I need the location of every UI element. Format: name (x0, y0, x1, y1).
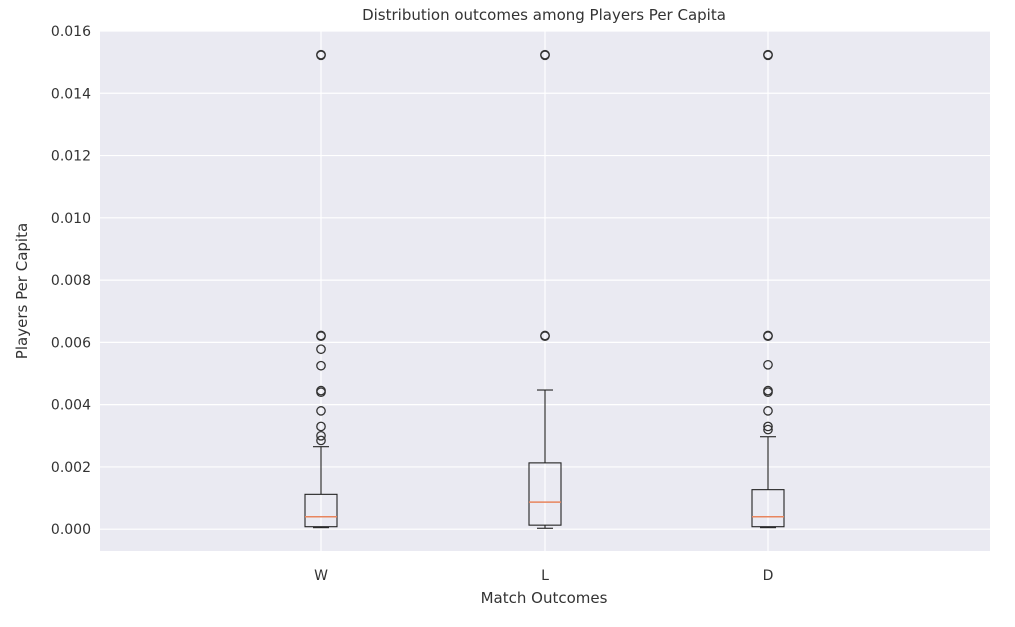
y-tick-label: 0.006 (51, 335, 91, 351)
x-axis-label: Match Outcomes (481, 589, 608, 607)
iqr-box (304, 493, 338, 528)
y-axis-label: Players Per Capita (13, 223, 31, 359)
x-tick-label: L (541, 568, 549, 584)
y-tick-label: 0.012 (51, 149, 91, 165)
y-tick-label: 0.002 (51, 460, 91, 476)
outlier-point (316, 330, 326, 341)
outlier-point (316, 421, 326, 432)
box-group-d (751, 49, 785, 529)
outlier-point (763, 424, 773, 435)
y-tick-label: 0.014 (51, 86, 91, 102)
outlier-point (763, 406, 773, 416)
outlier-point (316, 406, 326, 416)
y-tick-label: 0.004 (51, 398, 91, 414)
outlier-point (316, 360, 326, 371)
chart-title: Distribution outcomes among Players Per … (362, 6, 726, 24)
outlier-point (540, 49, 550, 60)
box-group-l (528, 49, 562, 529)
iqr-box (528, 462, 562, 526)
outlier-point (540, 330, 550, 341)
outlier-point (763, 359, 773, 370)
outlier-point (316, 430, 326, 441)
outlier-point (316, 385, 326, 396)
y-tick-label: 0.016 (51, 24, 91, 40)
outlier-point (763, 49, 773, 60)
y-tick-label: 0.010 (51, 211, 91, 227)
y-tick-labels: 0.000 0.002 0.004 0.006 0.008 0.010 0.012 0.014… (51, 24, 91, 538)
outlier-point (316, 49, 326, 60)
box-group-w (304, 49, 338, 529)
y-tick-label: 0.000 (51, 522, 91, 538)
y-tick-label: 0.008 (51, 273, 91, 289)
iqr-box (751, 489, 785, 528)
outlier-point (316, 344, 326, 355)
outlier-point (316, 435, 326, 446)
outlier-point (763, 330, 773, 341)
outlier-point (763, 385, 773, 396)
boxes (304, 49, 785, 529)
x-tick-label: W (314, 568, 328, 584)
x-tick-label: D (763, 568, 774, 584)
outlier-point (763, 421, 773, 432)
